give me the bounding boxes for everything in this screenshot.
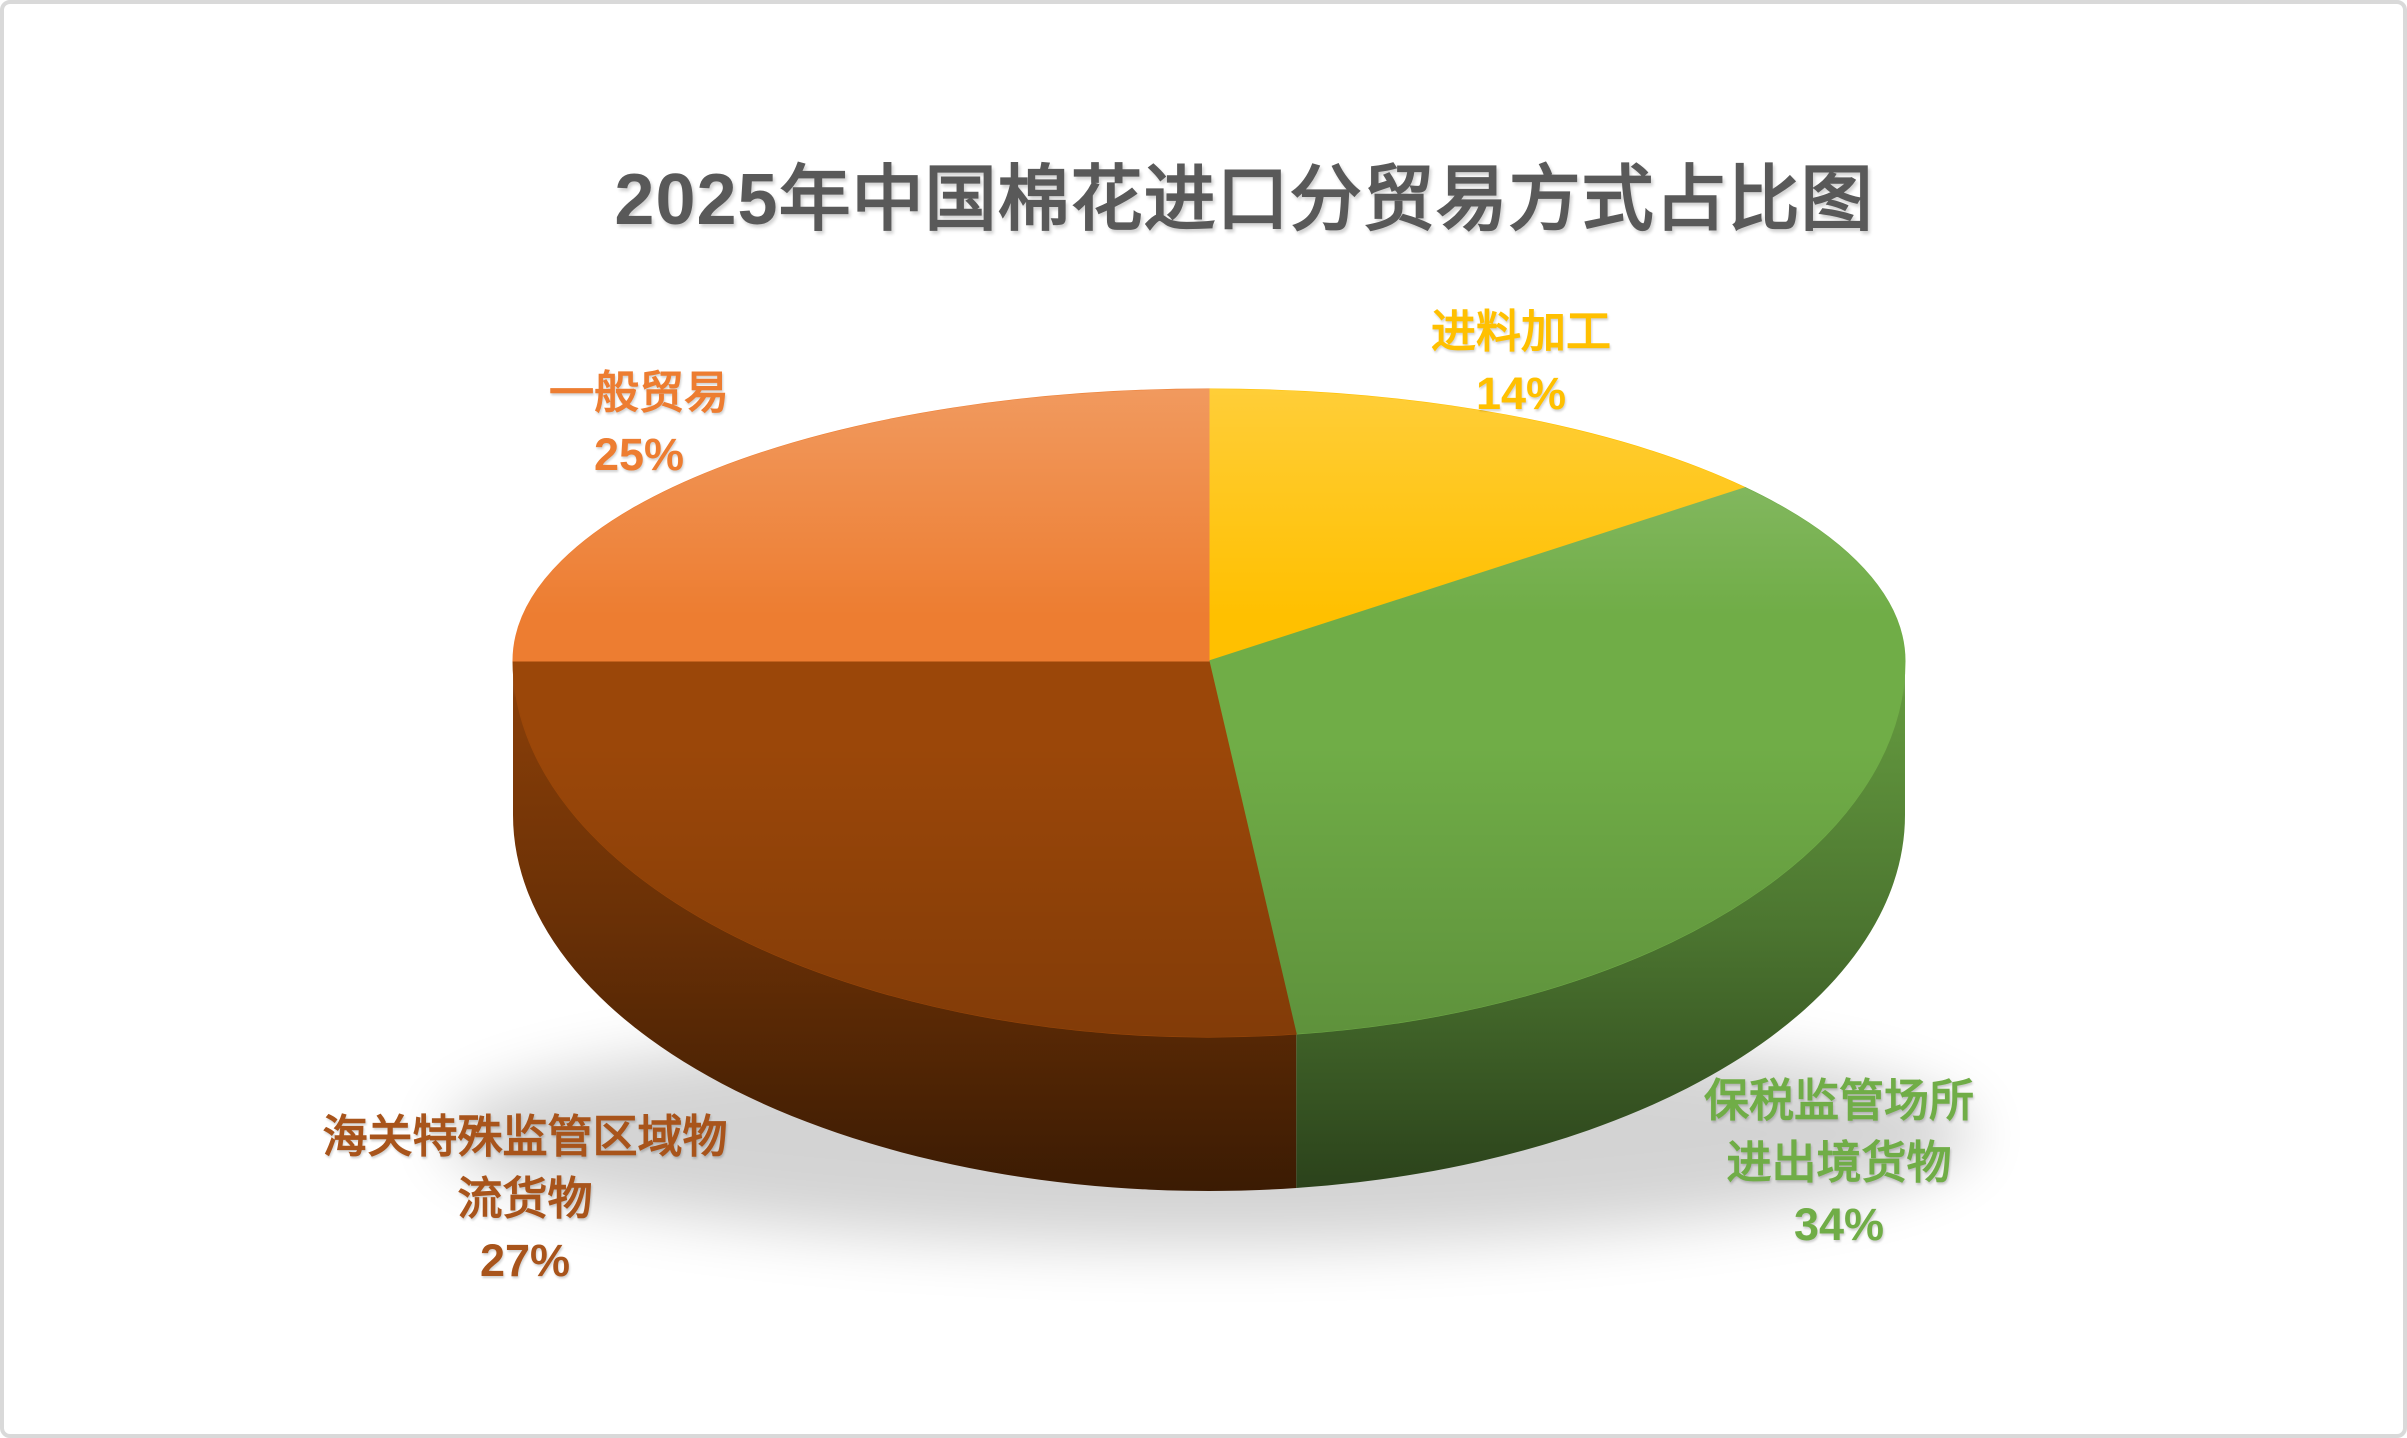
pie-slice-wall-1[interactable] [1296,661,1905,1189]
chart-title: 2025年中国棉花进口分贸易方式占比图 [614,160,1874,241]
pie-data-label-3-line-0: 一般贸易 [548,367,730,418]
pie-data-label-2-line-0: 海关特殊监管区域物 [322,1111,728,1162]
pie-data-label-2: 海关特殊监管区域物 流货物 27% [322,1106,727,1292]
pie-data-label-3-line-1: 25% [593,429,685,480]
pie-data-label-1-line-1: 进出境货物 [1726,1137,1952,1188]
pie-data-label-0-line-0: 进料加工 [1430,306,1612,357]
data-labels-layer: 进料加工 14% 保税监管场所 进出境货物 34% 海关特殊监管区域物 流货物 27% 一般贸易… [4,4,2403,1434]
pie-data-label-1-line-0: 保税监管场所 [1703,1075,1975,1126]
pie-slice-wall-2[interactable] [513,661,1297,1192]
pie-data-label-3: 一般贸易 25% [549,362,729,486]
pie-data-label-1: 保税监管场所 进出境货物 34% [1704,1070,1974,1256]
pie-data-label-2-line-2: 27% [479,1235,571,1286]
pie-data-label-0: 进料加工 14% [1431,301,1611,425]
pie-data-label-0-line-1: 14% [1475,368,1567,419]
pie-data-label-2-line-1: 流货物 [457,1173,593,1224]
pie-data-label-1-line-2: 34% [1793,1199,1885,1250]
